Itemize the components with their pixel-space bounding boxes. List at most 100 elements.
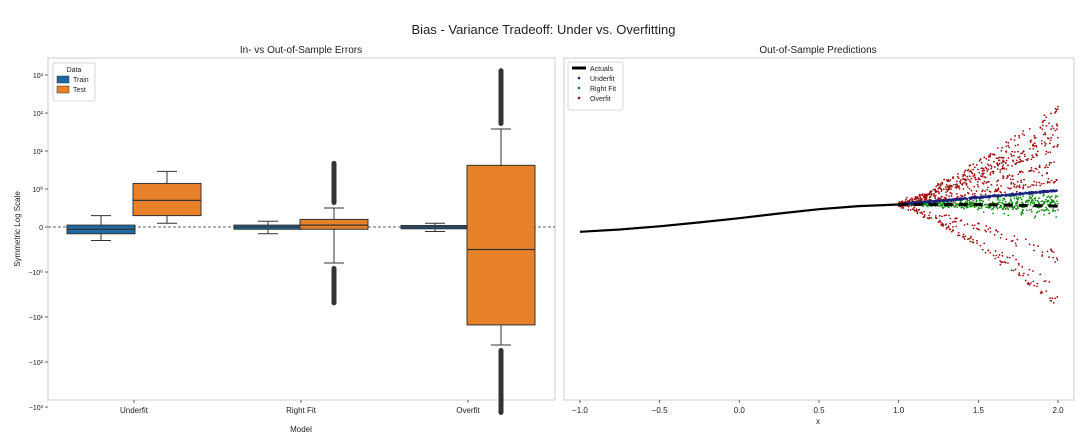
overfit-point <box>1048 142 1051 145</box>
overfit-point <box>980 161 983 164</box>
overfit-point <box>979 178 981 181</box>
overfit-point <box>1005 177 1008 180</box>
errors-panel: In- vs Out-of-Sample Errors Model Symmet… <box>13 45 556 434</box>
rightfit-point <box>1054 202 1057 205</box>
rightfit-point <box>1042 194 1045 197</box>
rightfit-point <box>1040 209 1043 211</box>
overfit-point <box>947 226 950 229</box>
underfit-point <box>1046 190 1049 194</box>
overfit-point <box>1012 254 1014 257</box>
overfit-point <box>989 164 992 166</box>
overfit-point <box>978 222 980 225</box>
overfit-point <box>1014 135 1016 137</box>
rightfit-point <box>1009 198 1012 201</box>
rightfit-point <box>1045 200 1047 203</box>
errors-ytick-label: 10¹ <box>33 149 44 156</box>
overfit-point <box>1044 132 1046 134</box>
predictions-plot-frame <box>563 57 1075 401</box>
overfit-point <box>943 214 946 217</box>
overfit-point <box>1027 186 1030 188</box>
rightfit-point <box>1007 208 1010 211</box>
overfit-point <box>1011 150 1014 153</box>
rightfit-point <box>1042 202 1045 205</box>
overfit-point <box>973 174 976 177</box>
overfit-point <box>1052 181 1055 184</box>
overfit-point <box>1046 250 1049 253</box>
overfit-point <box>976 242 978 245</box>
overfit-point <box>1056 124 1059 127</box>
overfit-point <box>1010 240 1013 243</box>
overfit-point <box>985 181 988 184</box>
overfit-point <box>905 198 907 201</box>
errors-ytick-label: −10² <box>29 360 44 367</box>
rightfit-point <box>1047 209 1050 212</box>
legend-label: Underfit <box>590 76 615 83</box>
overfit-point <box>965 184 968 186</box>
box-right-fit-test <box>299 160 369 306</box>
overfit-point <box>1016 238 1019 241</box>
overfit-point <box>1001 146 1003 149</box>
figure-suptitle: Bias - Variance Tradeoff: Under vs. Over… <box>411 22 676 37</box>
rightfit-point <box>1028 209 1031 211</box>
overfit-point <box>938 214 941 217</box>
overfit-point <box>1041 128 1044 131</box>
rightfit-point <box>972 203 975 206</box>
overfit-point <box>1048 281 1051 283</box>
overfit-point <box>949 217 952 220</box>
overfit-point <box>941 215 943 218</box>
overfit-point <box>973 224 976 227</box>
overfit-point <box>966 175 969 178</box>
overfit-point <box>994 257 997 260</box>
overfit-point <box>941 183 944 185</box>
overfit-point <box>1019 158 1021 161</box>
rightfit-point <box>973 206 976 209</box>
overfit-point <box>968 237 971 240</box>
overfit-point <box>1056 128 1058 130</box>
overfit-point <box>1050 128 1053 131</box>
overfit-point <box>939 185 941 188</box>
overfit-point <box>949 188 952 190</box>
rightfit-point <box>1034 197 1037 199</box>
overfit-point <box>1020 160 1023 162</box>
overfit-point <box>1033 142 1036 145</box>
overfit-point <box>1032 170 1035 173</box>
rightfit-point <box>1034 199 1037 202</box>
predictions-panel-title: Out-of-Sample Predictions <box>759 45 876 56</box>
overfit-point <box>941 222 944 225</box>
underfit-point <box>938 199 941 202</box>
overfit-point <box>1051 297 1054 300</box>
overfit-point <box>967 178 969 181</box>
overfit-point <box>972 238 974 241</box>
rightfit-point <box>999 205 1002 208</box>
overfit-point <box>1057 143 1059 146</box>
overfit-point <box>989 231 992 233</box>
rightfit-point <box>1012 207 1015 210</box>
overfit-point <box>1008 174 1011 177</box>
rightfit-point <box>1003 212 1005 215</box>
rightfit-point <box>1034 215 1037 218</box>
underfit-point <box>968 196 971 200</box>
overfit-point <box>930 193 933 196</box>
overfit-point <box>1005 238 1008 241</box>
overfit-point <box>1015 190 1018 193</box>
overfit-point <box>972 175 974 178</box>
overfit-point <box>949 222 951 225</box>
overfit-point <box>1029 185 1032 188</box>
rightfit-point <box>1024 201 1027 203</box>
overfit-point <box>928 214 931 217</box>
overfit-point <box>1056 145 1059 148</box>
rightfit-point <box>1048 196 1051 199</box>
overfit-point <box>907 208 910 211</box>
overfit-point <box>1011 165 1013 167</box>
overfit-point <box>1050 179 1053 182</box>
rightfit-point <box>997 203 1000 206</box>
overfit-point <box>992 170 995 173</box>
overfit-point <box>1000 156 1003 159</box>
rightfit-point <box>1021 210 1024 213</box>
box-iqr <box>299 218 369 230</box>
overfit-point <box>913 209 916 212</box>
rightfit-point <box>1027 203 1030 206</box>
overfit-point <box>996 189 999 192</box>
overfit-point <box>976 180 979 183</box>
overfit-point <box>981 189 984 192</box>
